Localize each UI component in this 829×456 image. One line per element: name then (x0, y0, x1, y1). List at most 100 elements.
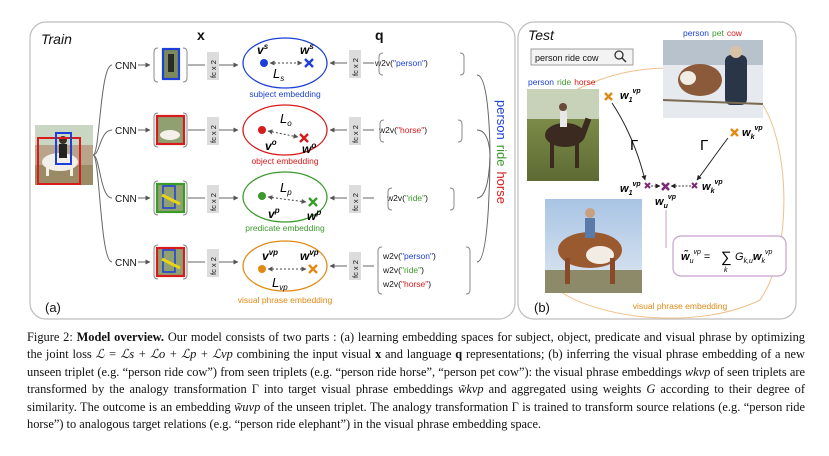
loss-s: L (273, 66, 280, 81)
fc-label: fc x 2 (209, 193, 218, 211)
loss-vp-sub: vp (279, 283, 288, 292)
search-icon[interactable] (614, 50, 627, 63)
formula-g: G (735, 251, 744, 263)
img2-person: person (683, 28, 709, 38)
predicate-embedding-label: predicate embedding (245, 223, 325, 233)
svg-text:w1vp: w1 vp (620, 181, 641, 197)
formula-lhs-sup: vp (693, 249, 701, 256)
fc-label: fc x 2 (209, 257, 218, 275)
svg-text:Gk,uwkvp: Gk,uwkvp (735, 249, 772, 265)
svg-text:w2v("horse"): w2v("horse") (378, 125, 427, 135)
wu-sub: u (664, 203, 669, 210)
loss-o-sub: o (287, 119, 292, 128)
cnn-label: CNN (115, 126, 137, 137)
side-person: person (494, 100, 509, 140)
caption-part-7: according to their degree of similarity.… (27, 382, 805, 414)
side-horse: horse (494, 171, 509, 204)
wk-sup: vp (754, 125, 763, 132)
formula-lhs-sub: u (690, 258, 694, 265)
test-title: Test (528, 27, 555, 43)
svg-text:personridehorse: personridehorse (528, 77, 596, 87)
panel-label-a: (a) (45, 300, 61, 315)
img2-pet: pet (712, 28, 724, 38)
panel-label-b: (b) (534, 300, 550, 315)
fc-label: fc x 2 (209, 60, 218, 78)
formula-w-sub: k (761, 258, 765, 265)
v-p: v (268, 207, 276, 221)
v-p-sup: p (274, 206, 280, 215)
caption-title: Model overview. (76, 330, 165, 344)
caption-part-6: and aggregated using weights (483, 382, 647, 397)
svg-text:vvp: vvp (262, 248, 278, 263)
search-box[interactable]: person ride cow (530, 48, 634, 66)
row-subject: CNN fc x 2 vs ws Ls subject embedding fc… (115, 37, 465, 99)
caption-part-2: combining the input visual (232, 347, 376, 362)
w-vp-sup: vp (309, 248, 318, 257)
sum-symbol: ∑ (721, 249, 732, 266)
svg-text:wo: wo (302, 141, 316, 156)
triplet-side-label: person ride horse (494, 100, 509, 204)
fc-label: fc x 2 (209, 125, 218, 143)
test-panel: Test (b) person ride cow person ride horse (517, 21, 797, 320)
fc-label: fc x 2 (351, 58, 360, 76)
svg-text:vs: vs (257, 42, 269, 57)
svg-text:wuvp: wu vp (655, 194, 677, 210)
v-s: v (257, 43, 265, 57)
svg-text:w1vp: w1 vp (620, 88, 641, 104)
vp-embedding-label: visual phrase embedding (238, 295, 333, 305)
x-header: x (197, 27, 205, 43)
v-vp: v (262, 249, 270, 263)
img2-cow: cow (727, 28, 743, 38)
model-overview-figure: Train (a) x q personride (29, 21, 797, 320)
caption-part-1: Our model consists of two parts : (a) le… (27, 330, 805, 362)
w-s: w (300, 43, 310, 57)
img1-person: person (528, 77, 554, 87)
wk-label: w (742, 127, 752, 139)
search-text: person ride cow (535, 53, 599, 63)
cnn-label: CNN (115, 194, 137, 205)
v-vp-sup: vp (269, 248, 278, 257)
svg-text:w̃uvp =: w̃uvp = (681, 249, 710, 265)
formula-g-sub: k,u (744, 258, 753, 265)
svg-text:Ls: Ls (273, 66, 284, 83)
svg-text:wkvp: wk vp (742, 125, 763, 141)
svg-text:ws: ws (300, 42, 314, 57)
loss-p-sub: p (286, 188, 292, 197)
caption-wu: w̃uvp (234, 399, 261, 414)
wk-sub: k (751, 134, 756, 141)
w1-label: w (620, 90, 630, 102)
svg-text:vo: vo (265, 138, 277, 153)
train-panel: Train (a) x q person ride (29, 21, 516, 320)
w-p: w (307, 209, 317, 223)
v-s-sup: s (264, 42, 269, 51)
w-vp: w (300, 249, 310, 263)
w1-sup: vp (632, 88, 641, 95)
svg-text:w2v("ride"): w2v("ride") (382, 265, 424, 275)
caption-loss-equation: ℒ = ℒs + ℒo + ℒp + ℒvp (95, 347, 233, 362)
caption-wk: wkvp (684, 364, 711, 379)
fc-label: fc x 2 (351, 193, 360, 211)
test-vp-embedding-label: visual phrase embedding (633, 301, 728, 311)
caption-part-4: representations; (b) inferring the visua… (27, 347, 805, 379)
wk-tilde-sup: vp (714, 179, 723, 186)
w1-sub: 1 (629, 97, 633, 104)
v-o-sup: o (272, 138, 277, 147)
figure-caption: Figure 2: Model overview. Our model cons… (27, 329, 805, 433)
svg-text:Lp: Lp (280, 180, 292, 197)
w-s-sup: s (309, 42, 314, 51)
test-image-horse: person ride horse (527, 77, 599, 181)
svg-text:personridehorse: personridehorse (494, 100, 509, 204)
caption-wtk: w̃kvp (458, 382, 484, 397)
object-embedding-label: object embedding (251, 156, 318, 166)
wk-tilde-sub: k (711, 188, 716, 195)
aggregation-formula: w̃uvp = ∑ k Gk,uwkvp (672, 235, 787, 277)
cnn-label: CNN (115, 258, 137, 269)
w1-tilde-sup: vp (632, 181, 641, 188)
gamma-right: Γ (700, 137, 708, 154)
svg-text:wp: wp (307, 208, 321, 223)
svg-text:Lo: Lo (280, 111, 292, 128)
svg-text:w2v("horse"): w2v("horse") (382, 279, 431, 289)
w-p-sup: p (315, 208, 321, 217)
caption-x: x (375, 347, 382, 362)
